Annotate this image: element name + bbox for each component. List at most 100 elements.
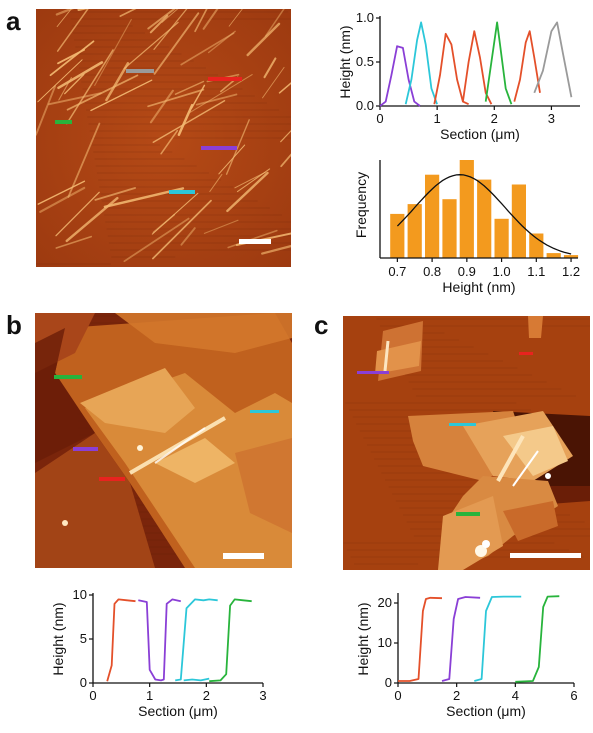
series-line-orange — [513, 30, 541, 102]
histogram-bar — [477, 179, 492, 258]
section-marker-cyan — [250, 410, 279, 413]
x-tick-label: 0.8 — [423, 264, 441, 279]
panel-label-a: a — [6, 6, 21, 36]
section-marker-gray — [126, 69, 154, 73]
scale-bar — [510, 553, 581, 558]
y-axis-label: Height (nm) — [337, 25, 353, 98]
chart-a-histogram: 0.7 0.8 0.9 1.0 1.1 1.2 Height (nm) Frequency — [318, 152, 588, 307]
nanofiber — [228, 9, 243, 27]
nanofiber — [48, 92, 102, 106]
x-tick-label: 1.2 — [562, 264, 580, 279]
y-tick-label: 10 — [73, 587, 87, 602]
section-marker-purple — [357, 371, 389, 374]
nanofiber — [67, 122, 101, 198]
histogram-bar — [546, 253, 561, 258]
histogram-bar — [494, 218, 509, 258]
histogram-bar — [529, 233, 544, 258]
series-line-gray — [533, 21, 573, 98]
nanofiber — [194, 9, 208, 33]
histogram-bar — [511, 184, 526, 258]
nanofiber — [195, 93, 238, 106]
x-axis-label: Section (μm) — [446, 703, 526, 719]
panel-label-b: b — [6, 310, 22, 340]
nanofiber — [123, 217, 190, 263]
nanofiber — [246, 22, 281, 57]
x-axis-label: Section (μm) — [440, 126, 520, 142]
nanofiber — [152, 100, 226, 144]
section-marker-cyan — [449, 423, 476, 426]
x-tick-label: 1 — [146, 688, 153, 703]
nanofiber — [218, 144, 246, 175]
y-tick-label: 0.5 — [356, 54, 374, 69]
histogram-bar — [425, 174, 440, 258]
nanofiber — [56, 9, 89, 52]
nanofiber — [261, 244, 291, 255]
series-line-cyan — [474, 595, 522, 682]
nanofiber — [177, 103, 194, 136]
nanofiber — [65, 196, 119, 243]
series-line-purple — [441, 596, 481, 682]
nanofiber — [58, 77, 72, 101]
nanofiber — [66, 49, 114, 125]
nanofiber — [263, 57, 277, 79]
nanofiber — [161, 9, 179, 23]
nanofiber — [280, 129, 291, 143]
series-line-green — [515, 595, 560, 683]
nanofiber — [234, 171, 266, 189]
y-axis-label: Frequency — [353, 172, 369, 238]
nanofiber — [94, 18, 132, 86]
nanofiber — [202, 9, 219, 30]
series-line-purple — [379, 45, 421, 107]
histogram-bar — [442, 199, 457, 258]
nanofiber — [280, 153, 291, 168]
series-line-green — [209, 598, 252, 683]
x-tick-label: 6 — [570, 688, 577, 703]
nanofiber — [264, 9, 285, 37]
afm-image-b — [35, 313, 292, 568]
gaussian-fit-curve — [396, 174, 572, 255]
nanofiber — [55, 191, 100, 237]
x-tick-label: 3 — [259, 688, 266, 703]
nanofiber — [262, 66, 285, 99]
nanofiber — [49, 40, 95, 77]
y-axis-label: Height (nm) — [355, 602, 371, 675]
section-marker-orange — [519, 352, 533, 355]
y-axis-label: Height (nm) — [50, 602, 66, 675]
panel-label-c: c — [314, 310, 329, 340]
histogram-bar — [407, 204, 422, 258]
nanofiber — [55, 9, 75, 16]
nanofiber — [94, 187, 136, 201]
histogram-bar — [563, 255, 579, 258]
nanofiber — [203, 219, 239, 234]
nanofiber — [152, 213, 176, 234]
nanofiber — [64, 73, 85, 95]
nanofiber — [226, 171, 269, 213]
x-tick-label: 2 — [491, 111, 498, 126]
x-tick-label: 2 — [453, 688, 460, 703]
nanofiber — [37, 180, 86, 205]
series-line-orange — [106, 598, 136, 682]
nanofiber — [37, 59, 83, 103]
section-marker-orange — [99, 477, 125, 481]
section-marker-green — [54, 375, 82, 379]
section-marker-green — [55, 120, 72, 124]
nanofiber — [209, 173, 223, 193]
section-marker-cyan — [169, 190, 195, 194]
nanofiber — [180, 227, 196, 246]
nanofiber — [39, 186, 86, 213]
y-tick-label: 1.0 — [356, 10, 374, 25]
section-marker-purple — [73, 447, 98, 451]
x-tick-label: 0 — [89, 688, 96, 703]
y-tick-label: 10 — [378, 635, 392, 650]
scale-bar — [239, 239, 271, 244]
y-tick-label: 0 — [385, 675, 392, 690]
chart-c-profile: 0 2 4 6 0 10 20 Section (μm) Height (nm) — [322, 585, 593, 728]
nanofiber — [149, 89, 174, 124]
histogram-bar — [390, 213, 405, 258]
y-tick-label: 0 — [80, 675, 87, 690]
nanofiber — [147, 9, 176, 30]
chart-a-profile: 0 1 2 3 0.0 0.5 1.0 Section (μm) Height (nm) — [318, 4, 588, 154]
x-tick-label: 0 — [394, 688, 401, 703]
nanofiber — [153, 9, 188, 51]
x-tick-label: 0 — [376, 111, 383, 126]
